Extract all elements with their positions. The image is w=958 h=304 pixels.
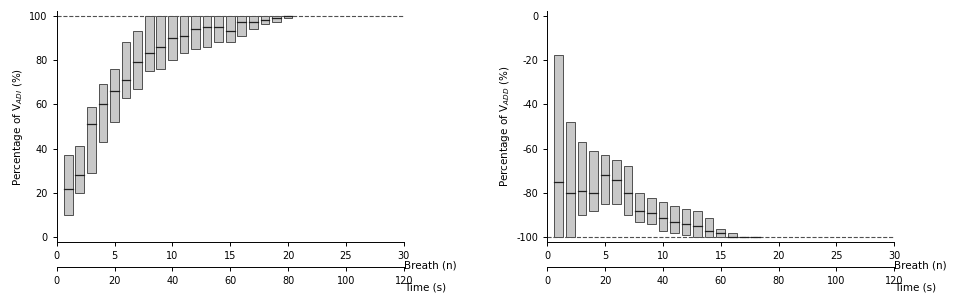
Bar <box>647 198 655 224</box>
Bar <box>658 202 667 231</box>
Bar <box>566 122 575 237</box>
Bar <box>215 16 223 42</box>
Bar <box>612 160 621 204</box>
Bar <box>624 167 632 215</box>
Bar <box>110 69 119 122</box>
Bar <box>261 16 269 24</box>
Y-axis label: Percentage of V$_{ADD}$ (%): Percentage of V$_{ADD}$ (%) <box>498 66 513 187</box>
Bar <box>76 147 84 193</box>
Text: Time (s): Time (s) <box>403 282 445 292</box>
Text: Breath (n): Breath (n) <box>403 261 456 270</box>
Y-axis label: Percentage of V$_{ADI}$ (%): Percentage of V$_{ADI}$ (%) <box>11 67 25 185</box>
Bar <box>578 142 586 215</box>
Text: Time (s): Time (s) <box>894 282 936 292</box>
Text: Breath (n): Breath (n) <box>894 261 947 270</box>
Bar <box>635 193 644 222</box>
Bar <box>272 16 281 22</box>
Bar <box>238 16 246 36</box>
Bar <box>156 16 165 69</box>
Bar <box>192 16 200 49</box>
Bar <box>145 16 153 71</box>
Bar <box>179 16 189 53</box>
Bar <box>705 217 714 237</box>
Bar <box>122 42 130 98</box>
Bar <box>226 16 235 42</box>
Bar <box>284 16 292 18</box>
Bar <box>601 155 609 204</box>
Bar <box>168 16 176 60</box>
Bar <box>133 31 142 89</box>
Bar <box>670 206 679 233</box>
Bar <box>64 155 73 215</box>
Bar <box>87 106 96 173</box>
Bar <box>249 16 258 29</box>
Bar <box>682 209 691 235</box>
Bar <box>589 151 598 211</box>
Bar <box>555 56 563 237</box>
Bar <box>728 233 737 237</box>
Bar <box>99 84 107 142</box>
Bar <box>717 229 725 237</box>
Bar <box>694 211 702 237</box>
Bar <box>203 16 212 47</box>
